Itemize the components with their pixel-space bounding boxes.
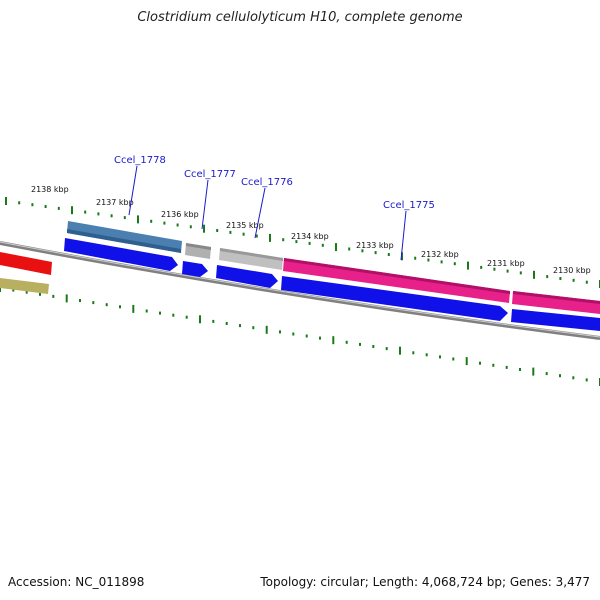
feature-bar-ccel-1776[interactable] <box>219 248 283 270</box>
cds-arrow-ccel-1775[interactable] <box>281 276 508 321</box>
gene-label-ccel-1778[interactable]: Ccel_1778 <box>114 155 166 166</box>
scale-label-2131: 2131 kbp <box>487 259 525 268</box>
scale-label-2134: 2134 kbp <box>291 232 329 241</box>
genome-backbone-highlight <box>0 241 600 338</box>
feature-bar-ccel-1775[interactable] <box>283 258 510 303</box>
inner-tick-ring <box>0 284 600 386</box>
cds-arrow-next[interactable] <box>511 309 600 331</box>
feature-bar-ccel-1776-shade <box>220 248 283 261</box>
leader-line-ccel-1778 <box>128 165 138 216</box>
feature-bar-red[interactable] <box>0 252 52 275</box>
cds-arrow-ccel-1778[interactable] <box>64 238 178 271</box>
scale-label-2137: 2137 kbp <box>96 198 134 207</box>
genome-summary-text: Topology: circular; Length: 4,068,724 bp… <box>260 575 590 589</box>
scale-label-2138: 2138 kbp <box>31 185 69 194</box>
feature-bar-olive[interactable] <box>0 278 49 294</box>
scale-label-2135: 2135 kbp <box>226 221 264 230</box>
scale-label-2136: 2136 kbp <box>161 210 199 219</box>
leader-line-ccel-1776 <box>254 187 266 239</box>
feature-bar-ccel-1777-shade <box>186 243 211 250</box>
scale-label-2130: 2130 kbp <box>553 266 591 275</box>
gene-labels: Ccel_1778 Ccel_1777 Ccel_1776 Ccel_1775 <box>114 155 435 261</box>
scale-labels: 2138 kbp 2137 kbp 2136 kbp 2135 kbp 2134… <box>31 185 591 275</box>
feature-bar-next-shade <box>513 291 600 304</box>
accession-text: Accession: NC_011898 <box>8 575 145 589</box>
outer-tick-ring <box>5 197 600 288</box>
leader-line-ccel-1775 <box>400 210 407 261</box>
feature-bar-next[interactable] <box>512 291 600 314</box>
cds-arrow-ccel-1777[interactable] <box>182 261 208 277</box>
gene-label-ccel-1775[interactable]: Ccel_1775 <box>383 200 435 211</box>
gene-label-ccel-1777[interactable]: Ccel_1777 <box>184 169 236 180</box>
feature-bar-ccel-1778-shade <box>67 229 181 253</box>
scale-label-2133: 2133 kbp <box>356 241 394 250</box>
scale-label-2132: 2132 kbp <box>421 250 459 259</box>
gene-label-ccel-1776[interactable]: Ccel_1776 <box>241 177 293 188</box>
cds-arrow-ccel-1776[interactable] <box>216 265 278 288</box>
map-title: Clostridium cellulolyticum H10, complete… <box>137 10 463 25</box>
feature-bar-ccel-1775-shade <box>284 258 510 294</box>
genome-backbone <box>0 241 600 340</box>
leader-line-ccel-1777 <box>201 179 209 230</box>
